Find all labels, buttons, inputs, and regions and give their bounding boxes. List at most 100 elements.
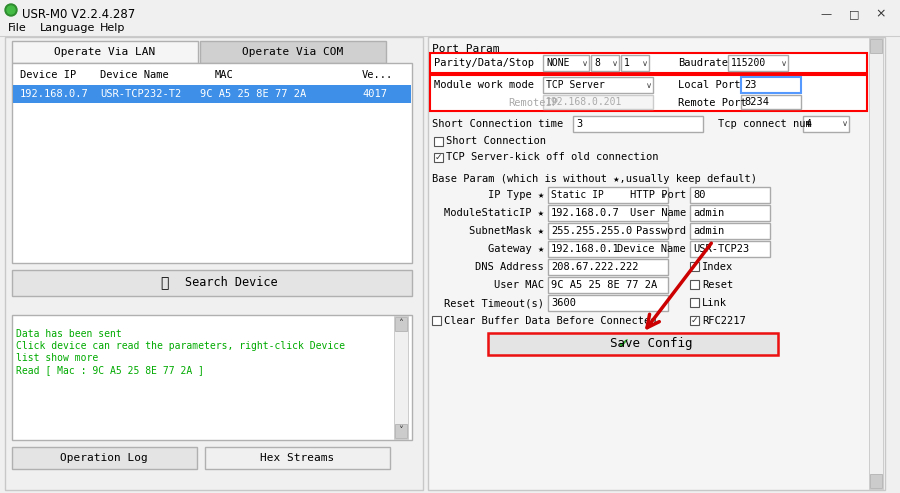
FancyBboxPatch shape [0,20,900,36]
Text: User Name: User Name [630,208,686,218]
FancyBboxPatch shape [12,63,412,263]
FancyBboxPatch shape [488,333,778,355]
FancyBboxPatch shape [12,270,412,296]
Text: 192.168.0.201: 192.168.0.201 [546,97,623,107]
FancyBboxPatch shape [13,85,411,103]
Text: 192.168.0.7: 192.168.0.7 [20,89,89,99]
Text: 192.168.0.1: 192.168.0.1 [551,244,620,254]
Text: USR-TCP232-T2: USR-TCP232-T2 [100,89,181,99]
FancyBboxPatch shape [591,55,619,71]
Text: ∨: ∨ [661,190,667,200]
Text: Short Connection: Short Connection [446,136,546,146]
Text: USR-TCP23: USR-TCP23 [693,244,749,254]
Text: Read [ Mac : 9C A5 25 8E 77 2A ]: Read [ Mac : 9C A5 25 8E 77 2A ] [16,365,204,375]
FancyBboxPatch shape [548,259,668,275]
FancyBboxPatch shape [690,262,699,271]
Text: Operation Log: Operation Log [60,453,148,463]
Text: Remote Port: Remote Port [678,98,747,108]
Text: 9C A5 25 8E 77 2A: 9C A5 25 8E 77 2A [200,89,306,99]
Text: Reset: Reset [702,280,733,290]
Text: Operate Via COM: Operate Via COM [242,47,344,57]
FancyBboxPatch shape [690,187,770,203]
Text: 23: 23 [744,80,757,90]
FancyBboxPatch shape [543,77,653,93]
Text: ∨: ∨ [842,119,848,129]
Text: RFC2217: RFC2217 [702,316,746,326]
FancyBboxPatch shape [205,447,390,469]
Text: Password: Password [636,226,686,236]
Text: RemoteIP: RemoteIP [508,98,558,108]
Text: 🔍: 🔍 [160,276,168,290]
FancyBboxPatch shape [5,37,423,490]
Text: 4017: 4017 [362,89,387,99]
Text: list show more: list show more [16,353,98,363]
FancyBboxPatch shape [621,55,649,71]
FancyBboxPatch shape [12,315,412,440]
Text: 4: 4 [806,119,812,129]
Text: TCP Server: TCP Server [546,80,605,90]
FancyBboxPatch shape [548,205,668,221]
FancyBboxPatch shape [543,95,653,109]
FancyBboxPatch shape [803,116,849,132]
Text: NONE: NONE [546,58,570,68]
FancyBboxPatch shape [870,39,882,53]
FancyBboxPatch shape [728,55,788,71]
FancyBboxPatch shape [200,41,386,63]
Text: Link: Link [702,298,727,308]
Text: ∨: ∨ [642,59,648,68]
FancyBboxPatch shape [12,447,197,469]
Text: Clear Buffer Data Before Connected: Clear Buffer Data Before Connected [444,316,656,326]
Text: Operate Via LAN: Operate Via LAN [54,47,156,57]
Text: Data has been sent: Data has been sent [16,329,122,339]
Text: Base Param (which is without ★,usually keep default): Base Param (which is without ★,usually k… [432,174,757,184]
Circle shape [7,6,15,14]
Text: Short Connection time: Short Connection time [432,119,563,129]
Text: ∨: ∨ [781,59,788,68]
Text: 115200: 115200 [731,58,766,68]
Text: User MAC: User MAC [494,280,544,290]
FancyBboxPatch shape [869,38,883,489]
Text: 208.67.222.222: 208.67.222.222 [551,262,638,272]
Text: Ve...: Ve... [362,70,393,80]
Text: ModuleStaticIP ★: ModuleStaticIP ★ [444,208,544,218]
Text: Search Device: Search Device [185,277,277,289]
Text: 3600: 3600 [551,298,576,308]
FancyBboxPatch shape [430,53,867,73]
Text: TCP Server-kick off old connection: TCP Server-kick off old connection [446,152,659,162]
FancyBboxPatch shape [434,153,443,162]
Text: Save Config: Save Config [610,338,692,351]
Text: Tcp connect num: Tcp connect num [718,119,812,129]
Text: IP Type ★: IP Type ★ [488,190,544,200]
Text: Module work mode: Module work mode [434,80,534,90]
FancyBboxPatch shape [395,424,407,438]
FancyBboxPatch shape [741,77,801,93]
FancyBboxPatch shape [394,316,408,439]
Text: ∨: ∨ [612,59,618,68]
FancyBboxPatch shape [690,241,770,257]
Text: ✔: ✔ [617,337,629,351]
Text: Index: Index [702,262,733,272]
Text: Local Port: Local Port [678,80,741,90]
Text: Reset Timeout(s): Reset Timeout(s) [444,298,544,308]
Text: Device Name: Device Name [100,70,169,80]
Text: □: □ [849,9,859,19]
Text: 192.168.0.7: 192.168.0.7 [551,208,620,218]
Text: 255.255.255.0: 255.255.255.0 [551,226,632,236]
Text: USR-M0 V2.2.4.287: USR-M0 V2.2.4.287 [22,7,135,21]
Text: Static IP: Static IP [551,190,604,200]
Text: Language: Language [40,23,95,33]
FancyBboxPatch shape [548,187,668,203]
Text: Device IP: Device IP [20,70,76,80]
FancyBboxPatch shape [690,298,699,307]
Text: HTTP Port: HTTP Port [630,190,686,200]
FancyBboxPatch shape [543,55,589,71]
Circle shape [5,4,17,16]
Text: ×: × [876,7,886,21]
Text: ✓: ✓ [691,316,698,325]
Text: Device Name: Device Name [617,244,686,254]
Text: 1: 1 [624,58,630,68]
FancyBboxPatch shape [432,316,441,325]
Text: 9C A5 25 8E 77 2A: 9C A5 25 8E 77 2A [551,280,657,290]
Text: —: — [821,9,832,19]
FancyBboxPatch shape [741,95,801,109]
